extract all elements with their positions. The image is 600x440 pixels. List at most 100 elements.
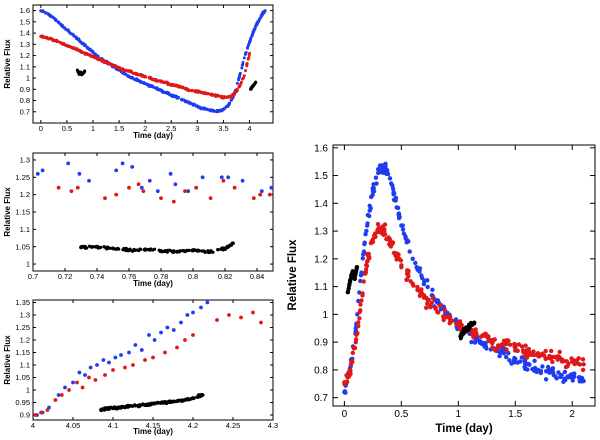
data-point-blue [41, 9, 45, 13]
data-point-red [565, 364, 570, 369]
data-point-black [463, 329, 467, 334]
chart-panel-zoom-early: 0.7 0.72 0.74 0.76 0.78 0.8 0.82 0.84 1 1.05 1.1 1.… [3, 152, 274, 288]
data-point-red [159, 196, 163, 201]
data-point-red [543, 356, 548, 361]
data-point-red [227, 313, 231, 317]
data-point-red [123, 365, 127, 370]
plot-frame [32, 4, 274, 124]
data-point-black [114, 247, 118, 251]
data-point-red [490, 338, 495, 343]
data-point-red [166, 81, 170, 85]
data-point-red [580, 357, 586, 362]
data-point-red [141, 189, 146, 194]
data-point-red [127, 185, 131, 190]
data-point-black [136, 248, 140, 252]
data-point-red [572, 361, 577, 367]
data-point-black [466, 326, 470, 331]
y-tick-label: 1.2 [20, 51, 30, 60]
data-point-blue [119, 353, 123, 357]
plot-frame [332, 144, 596, 407]
y-tick-label: 1.2 [20, 190, 30, 199]
data-point-red [513, 342, 518, 348]
data-point-blue [371, 187, 376, 193]
data-point-blue [365, 221, 370, 226]
data-point-red [245, 62, 249, 66]
data-point-blue [385, 170, 390, 175]
y-tick-label: 1.4 [20, 29, 30, 38]
data-point-red [75, 380, 79, 385]
y-tick-label: 1.4 [314, 199, 328, 210]
data-point-red [524, 355, 530, 360]
data-point-black [166, 248, 170, 253]
data-point-blue [369, 194, 374, 200]
data-point-blue [205, 300, 210, 305]
x-tick-label: 4.15 [146, 421, 161, 430]
data-point-black [353, 273, 358, 278]
axis-ticks: 4 4.05 4.1 4.15 4.2 4.25 4.3 0.9 0.95 1 1.05 1.1 1.1… [15, 298, 278, 430]
data-point-blue [101, 358, 106, 362]
data-point-red [56, 185, 61, 190]
data-point-blue [175, 96, 179, 100]
data-point-red [525, 348, 530, 354]
x-tick-label: 3 [195, 124, 199, 133]
data-point-black [133, 403, 137, 407]
data-point-blue [159, 330, 163, 335]
data-point-red [384, 236, 389, 242]
data-point-red [415, 284, 420, 290]
data-point-red [523, 343, 528, 348]
data-point-black [141, 402, 145, 406]
data-point-red [175, 345, 179, 350]
y-tick-label: 1.5 [314, 171, 328, 182]
data-point-red [507, 342, 513, 347]
y-tick-label: 0.8 [314, 365, 328, 376]
data-point-black [171, 250, 176, 254]
data-point-blue [390, 186, 396, 191]
data-point-blue [417, 266, 423, 271]
data-point-blue [262, 10, 266, 14]
data-point-blue [63, 385, 67, 390]
data-point-black [209, 249, 213, 253]
data-point-red [364, 262, 369, 268]
y-axis-label: Relative Flux [3, 335, 12, 385]
data-point-red [258, 192, 263, 197]
data-point-black [151, 248, 155, 252]
data-point-red [140, 74, 144, 78]
data-point-blue [507, 358, 512, 363]
x-tick-label: 0.5 [62, 124, 72, 133]
data-point-red [59, 393, 64, 397]
x-tick-label: 0.8 [188, 272, 198, 281]
data-point-red [481, 333, 486, 339]
data-point-blue [413, 260, 418, 266]
data-point-red [83, 51, 87, 55]
data-point-blue [403, 234, 408, 239]
data-point-blue [56, 393, 61, 397]
data-point-black [470, 322, 475, 326]
x-tick-label: 0.84 [250, 272, 265, 281]
y-tick-label: 0.8 [20, 96, 30, 105]
data-point-blue [363, 232, 368, 237]
data-point-blue [226, 175, 231, 180]
data-point-red [557, 354, 562, 360]
data-point-blue [229, 98, 233, 102]
data-point-red [259, 320, 263, 325]
data-point-blue [482, 340, 487, 346]
data-point-red [375, 222, 381, 227]
data-point-red [382, 227, 387, 232]
data-point-red [97, 57, 101, 61]
data-point-red [251, 310, 255, 315]
data-point-blue [393, 195, 399, 201]
data-point-red [149, 77, 153, 81]
data-point-red [87, 375, 91, 380]
data-point-red [515, 348, 520, 353]
data-points [35, 161, 274, 255]
data-point-blue [240, 63, 244, 67]
data-point-red [224, 95, 228, 99]
data-point-blue [391, 192, 396, 197]
data-point-red [191, 333, 195, 337]
data-point-blue [562, 369, 568, 375]
y-tick-label: 1.1 [314, 282, 328, 293]
data-point-blue [425, 278, 430, 283]
data-point-blue [254, 24, 258, 28]
chart-panel-large: 0 0.5 1 1.5 2 0.7 0.8 0.9 1 1.1 1.2 1.3 1.4 1.5 1.6 Ti… [287, 143, 596, 435]
data-point-red [441, 314, 446, 319]
